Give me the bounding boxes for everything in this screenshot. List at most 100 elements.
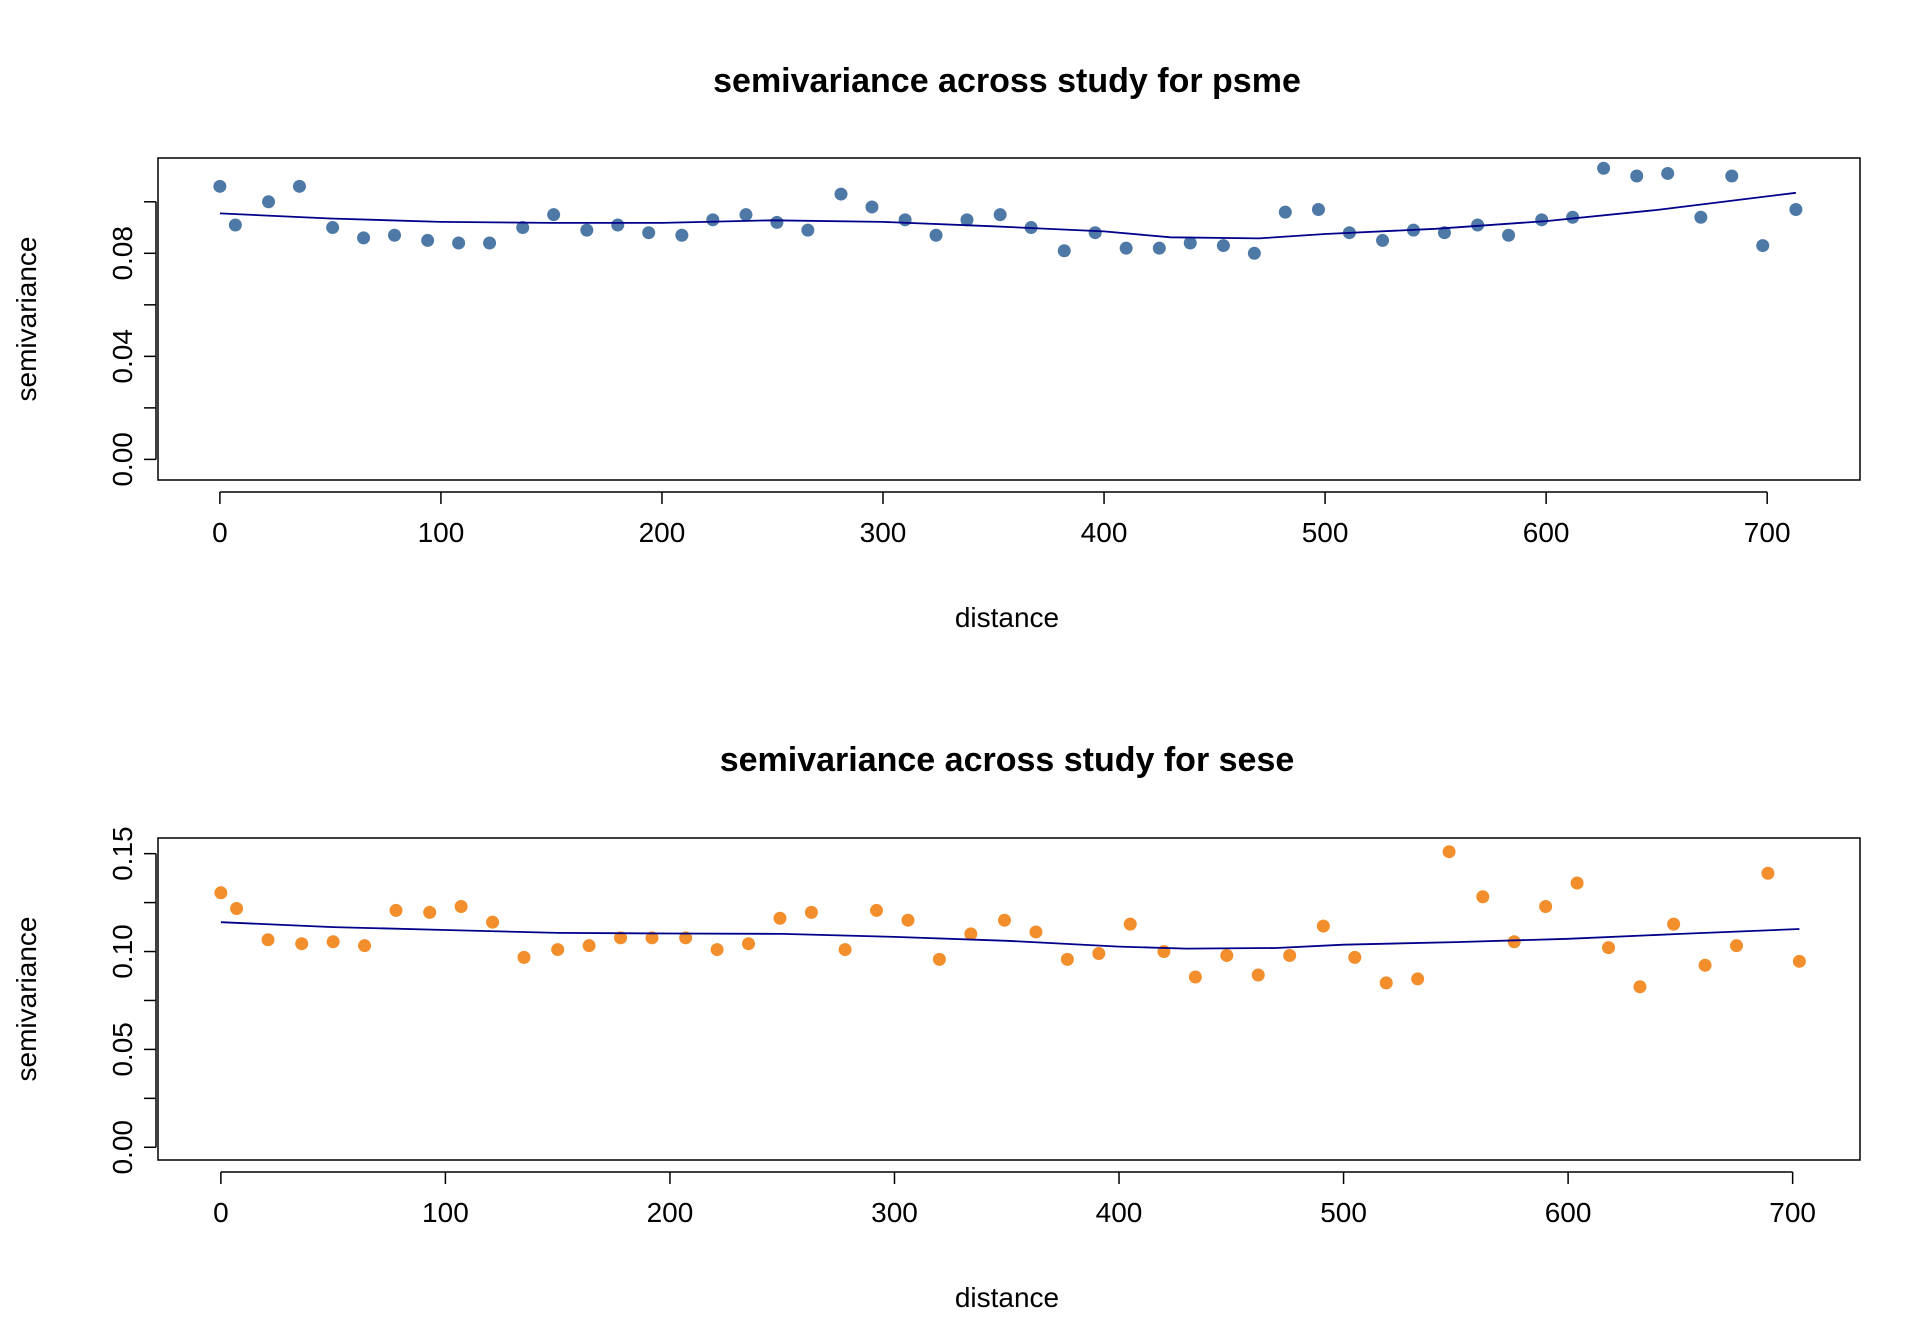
data-point xyxy=(1602,941,1616,955)
data-point xyxy=(1060,952,1074,966)
data-point xyxy=(454,900,468,914)
data-point xyxy=(645,931,659,945)
data-point xyxy=(834,187,848,201)
data-point xyxy=(1183,236,1197,250)
data-point xyxy=(517,950,531,964)
data-point xyxy=(326,221,340,235)
data-point xyxy=(1216,239,1230,253)
data-point xyxy=(1761,866,1775,880)
data-point xyxy=(679,931,693,945)
trend-line xyxy=(219,191,1797,240)
data-point xyxy=(1476,890,1490,904)
data-point xyxy=(358,939,372,953)
data-point xyxy=(1667,917,1681,931)
data-point xyxy=(1092,946,1106,960)
data-point xyxy=(1278,205,1292,219)
data-point xyxy=(389,903,403,917)
x-tick-label: 500 xyxy=(1302,517,1349,548)
x-tick-label: 400 xyxy=(1081,517,1128,548)
data-point xyxy=(901,913,915,927)
data-point xyxy=(421,233,435,247)
data-point xyxy=(486,915,500,929)
data-point xyxy=(1188,970,1202,984)
data-point xyxy=(1379,976,1393,990)
data-point xyxy=(739,208,753,222)
data-point xyxy=(1442,845,1456,859)
data-point xyxy=(1630,169,1644,183)
data-point xyxy=(898,213,912,227)
data-point xyxy=(773,911,787,925)
x-tick-label: 300 xyxy=(860,517,907,548)
data-point xyxy=(1029,925,1043,939)
x-tick-label: 600 xyxy=(1523,517,1570,548)
data-point xyxy=(1220,948,1234,962)
x-tick-label: 100 xyxy=(418,517,465,548)
data-point xyxy=(801,223,815,237)
data-point xyxy=(1539,900,1553,914)
data-point xyxy=(295,937,309,951)
data-point xyxy=(1057,244,1071,258)
data-point xyxy=(1756,239,1770,253)
data-point xyxy=(580,223,594,237)
data-point xyxy=(230,901,244,915)
data-point xyxy=(1661,166,1675,180)
plot-area xyxy=(213,161,1803,260)
data-point xyxy=(710,943,724,957)
chart-title: semivariance across study for psme xyxy=(713,62,1301,100)
data-point xyxy=(261,933,275,947)
data-point xyxy=(1311,203,1325,217)
y-axis: 0.00 0.04 0.08 xyxy=(107,201,157,487)
data-point xyxy=(838,943,852,957)
data-point xyxy=(960,213,974,227)
trend-line xyxy=(220,921,1800,950)
data-point xyxy=(213,179,227,193)
y-tick-label: 0.10 xyxy=(107,924,138,979)
data-point xyxy=(483,236,497,250)
data-point xyxy=(1730,939,1744,953)
data-point xyxy=(1152,241,1166,255)
x-tick-label: 300 xyxy=(871,1197,918,1228)
x-axis-label: distance xyxy=(955,602,1059,633)
panel-psme: semivariance across study for psme 0 100 2… xyxy=(11,62,1861,633)
x-tick-label: 700 xyxy=(1744,517,1791,548)
y-tick-label: 0.08 xyxy=(107,226,138,281)
data-point xyxy=(1376,233,1390,247)
data-point xyxy=(611,218,625,232)
data-point xyxy=(1633,980,1647,994)
data-point xyxy=(993,208,1007,222)
data-point xyxy=(1437,226,1451,240)
x-tick-label: 600 xyxy=(1545,1197,1592,1228)
y-axis-label: semivariance xyxy=(11,237,42,402)
data-point xyxy=(1694,210,1708,224)
data-point xyxy=(1597,161,1611,175)
data-point xyxy=(675,228,689,242)
data-point xyxy=(292,179,306,193)
data-point xyxy=(1792,954,1806,968)
data-point xyxy=(929,228,943,242)
data-point xyxy=(262,195,276,209)
data-point xyxy=(423,905,437,919)
data-point xyxy=(357,231,371,245)
data-point xyxy=(582,939,596,953)
data-point xyxy=(642,226,656,240)
data-point xyxy=(1088,226,1102,240)
data-point xyxy=(326,935,340,949)
y-tick-label: 0.04 xyxy=(107,329,138,384)
data-point xyxy=(1119,241,1133,255)
data-point xyxy=(770,215,784,229)
data-point xyxy=(1123,917,1137,931)
data-point xyxy=(516,221,530,235)
x-axis: 0 100 200 300 400 500 600 700 xyxy=(212,491,1791,548)
data-point xyxy=(614,931,628,945)
x-tick-label: 0 xyxy=(212,517,228,548)
x-axis-label: distance xyxy=(955,1282,1059,1313)
data-point xyxy=(452,236,466,250)
x-tick-label: 200 xyxy=(639,517,686,548)
data-point xyxy=(1566,210,1580,224)
data-point xyxy=(1789,203,1803,217)
data-point xyxy=(706,213,720,227)
data-point xyxy=(1725,169,1739,183)
x-tick-label: 700 xyxy=(1769,1197,1816,1228)
data-point xyxy=(1283,948,1297,962)
